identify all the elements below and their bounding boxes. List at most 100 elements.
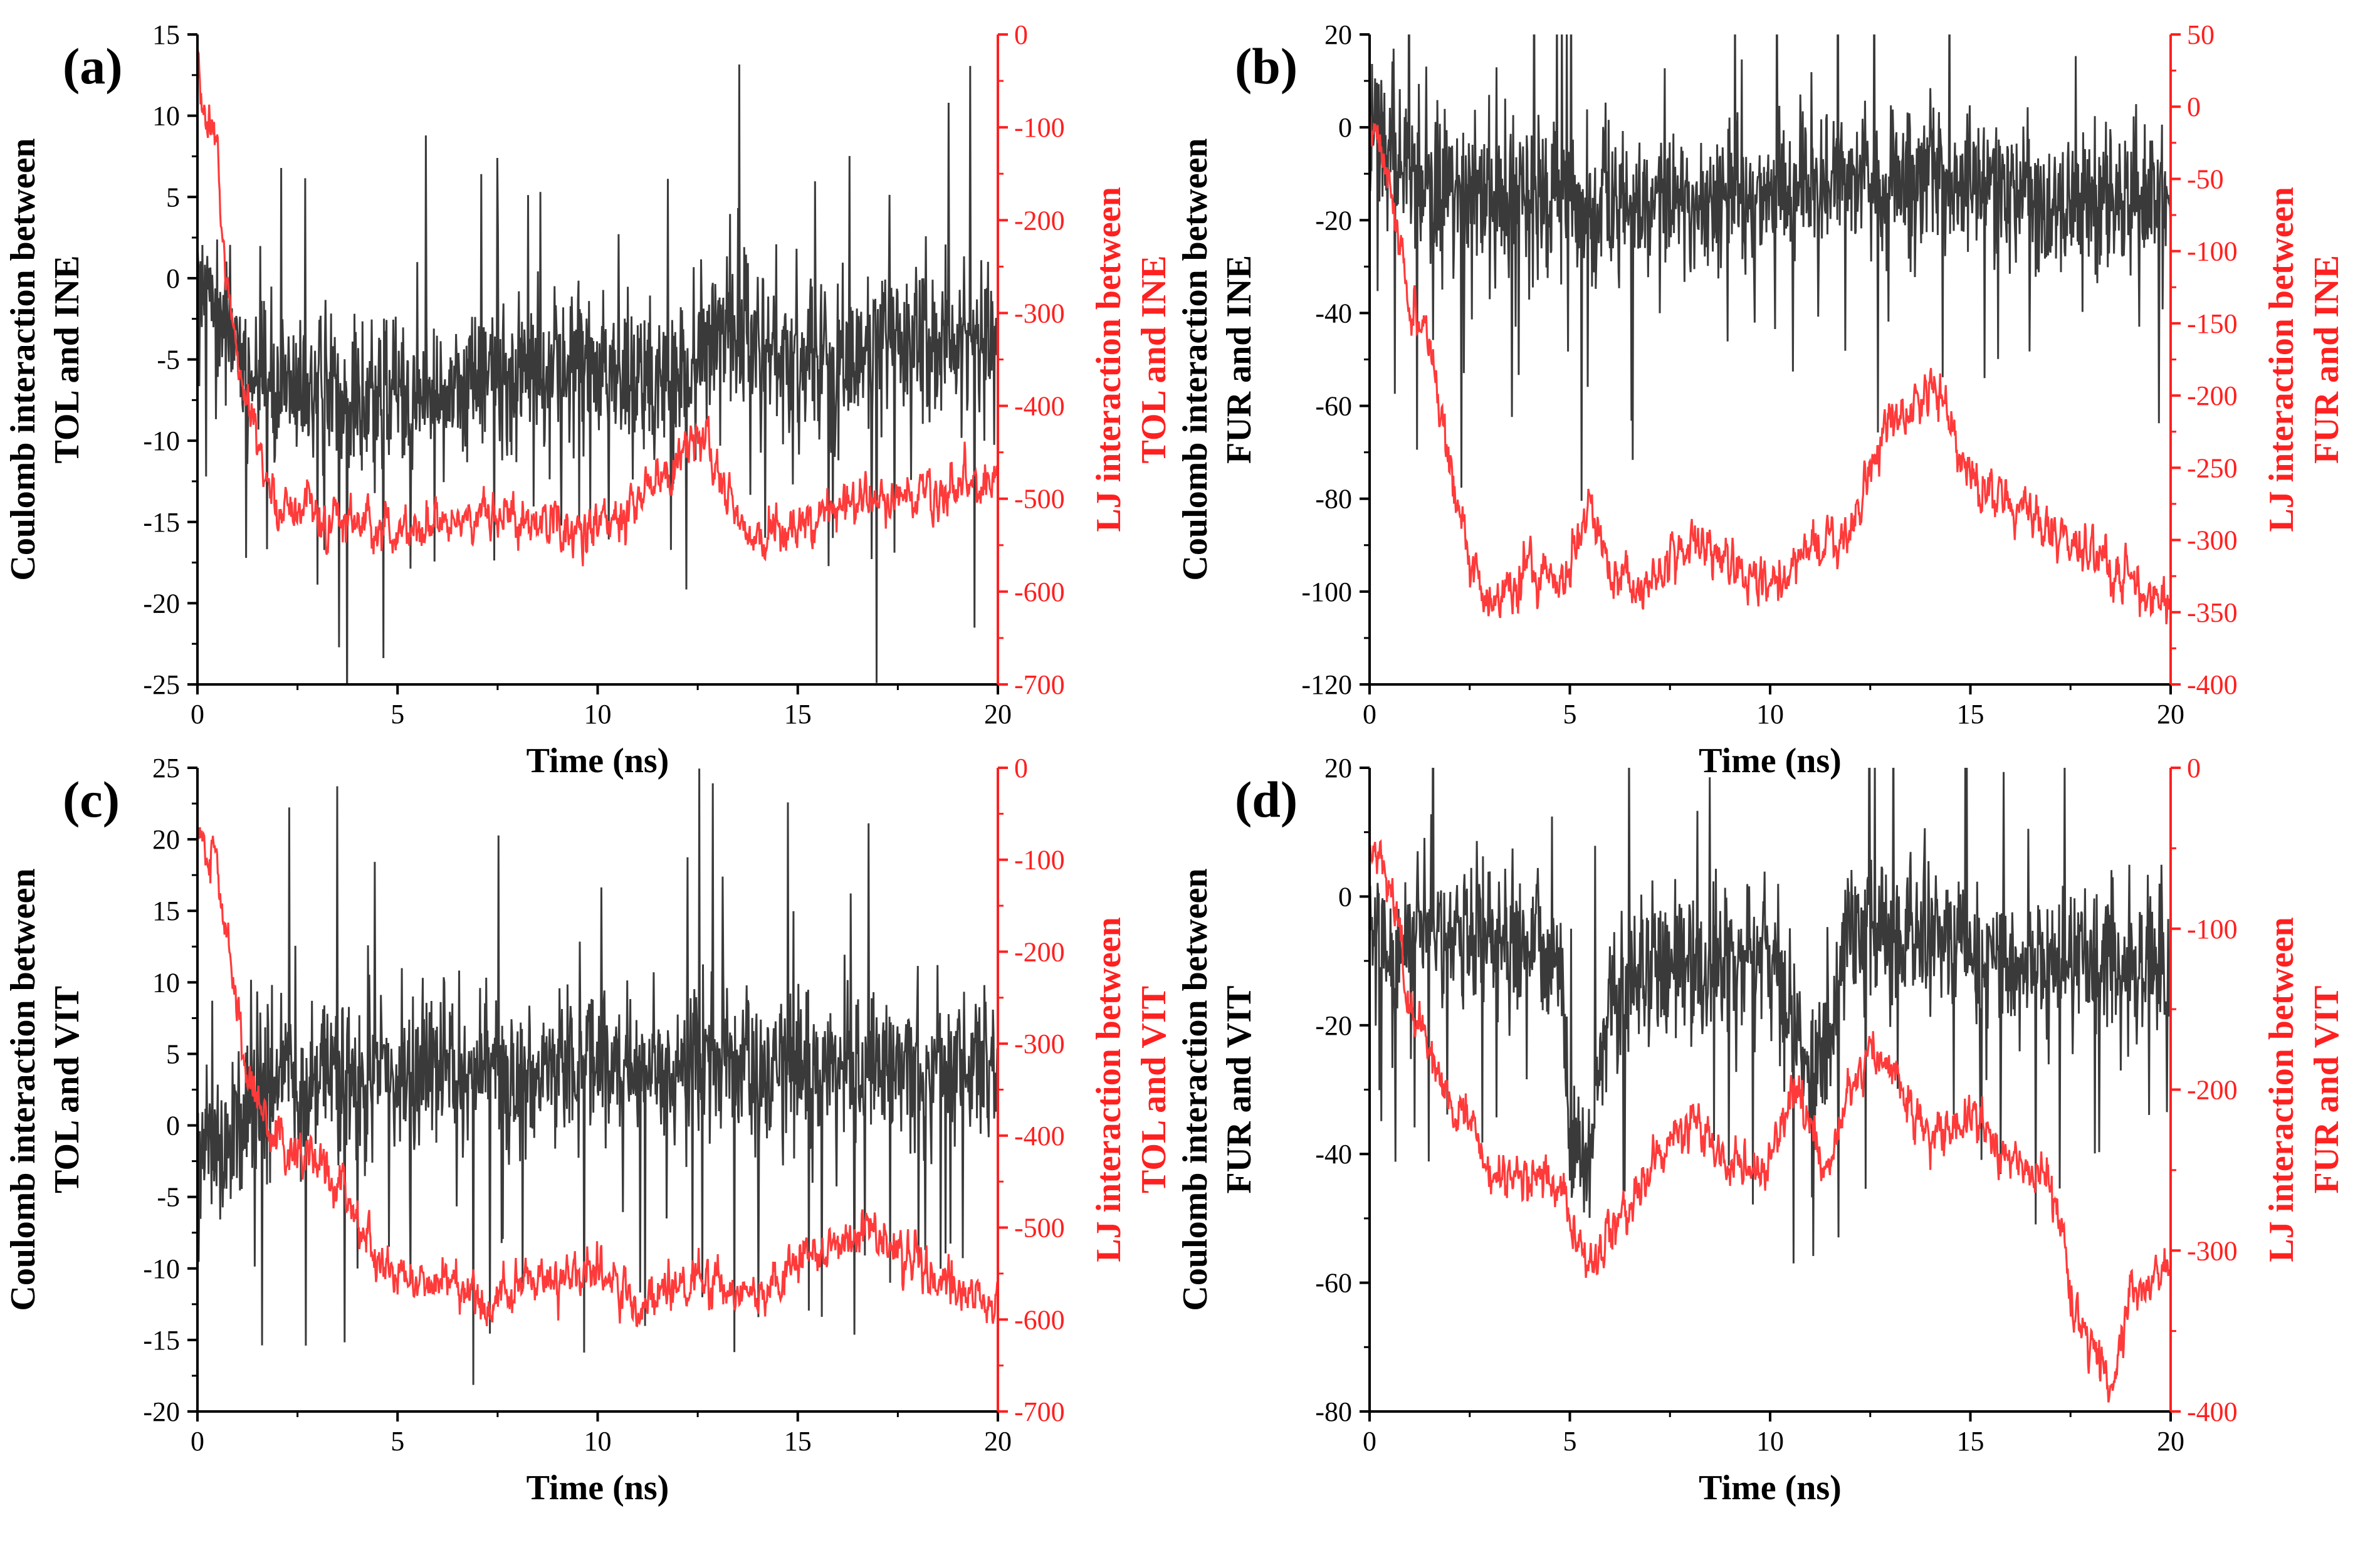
y2-tick-label: -300: [1014, 1029, 1065, 1059]
y-tick-label: 20: [1324, 753, 1352, 783]
x-axis-title: Time (ns): [527, 741, 669, 780]
lj-series-line: [197, 822, 998, 1327]
x-tick-label: 10: [584, 1426, 612, 1457]
y-tick-label: -20: [1315, 1010, 1352, 1041]
y-tick-label: 10: [152, 967, 180, 998]
y-tick-label: 20: [152, 824, 180, 855]
y2-tick-label: -700: [1014, 1396, 1065, 1427]
y-axis-title-line-2: TOL and VIT: [48, 986, 86, 1193]
lj-series-line: [197, 48, 998, 567]
y-tick-label: 15: [152, 19, 180, 50]
y2-axis-title: LJ interaction between TOL and INE: [1089, 187, 1173, 532]
y-axis-title: Coulomb interaction between FUR and VIT: [1176, 868, 1259, 1311]
y2-axis-title-line-1: LJ interaction between: [1089, 917, 1128, 1262]
x-axis-title: Time (ns): [527, 1469, 669, 1507]
y2-axis-title: LJ interaction between FUR and VIT: [2262, 917, 2346, 1262]
y-tick-label: -60: [1315, 1268, 1352, 1299]
y-axis-title-line-2: FUR and VIT: [1220, 986, 1259, 1194]
y-tick-label: 10: [152, 101, 180, 132]
y-tick-label: -100: [1301, 577, 1352, 607]
x-tick-label: 20: [2157, 1426, 2184, 1457]
x-axis-title: Time (ns): [1699, 1469, 1842, 1507]
coulomb-series-line: [197, 768, 998, 1385]
y2-tick-label: -300: [1014, 298, 1065, 328]
y2-tick-label: 0: [2187, 753, 2201, 783]
x-tick-label: 5: [1563, 1426, 1577, 1457]
y-tick-label: -20: [143, 588, 180, 619]
y2-tick-label: -100: [1014, 112, 1065, 143]
y2-tick-label: -600: [1014, 1304, 1065, 1335]
x-tick-label: 10: [1756, 699, 1784, 730]
x-tick-label: 15: [1957, 699, 1984, 730]
y-tick-label: 20: [1324, 19, 1352, 50]
y-axis-title: Coulomb interaction between TOL and INE: [4, 138, 86, 580]
y2-axis-title-line-2: FUR and VIT: [2307, 986, 2346, 1194]
y-tick-label: -15: [143, 507, 180, 538]
y2-tick-label: -400: [2187, 1396, 2238, 1427]
y2-tick-label: -400: [2187, 669, 2238, 700]
panel-label: (c): [63, 771, 120, 828]
y-axis-title-line-1: Coulomb interaction between: [4, 138, 43, 580]
chart-panel-b: 0 5 10 15 20-120-100-80-60-40-20020-400-350-…: [1176, 19, 2346, 780]
y-tick-label: -5: [157, 345, 180, 375]
y2-tick-label: -100: [1014, 845, 1065, 876]
lj-series-line: [1370, 112, 2171, 625]
x-tick-label: 20: [984, 1426, 1012, 1457]
panel-label: (b): [1235, 38, 1297, 95]
y2-tick-label: 0: [2187, 92, 2201, 122]
y-axis-title: Coulomb interaction between TOL and VIT: [4, 868, 86, 1311]
y-tick-label: 5: [166, 182, 180, 212]
y-tick-label: -60: [1315, 391, 1352, 422]
y-tick-label: -20: [1315, 205, 1352, 236]
y-tick-label: -5: [157, 1182, 180, 1213]
y-axis-title-line-1: Coulomb interaction between: [1176, 868, 1215, 1311]
y2-tick-label: -250: [2187, 453, 2238, 483]
y2-tick-label: 50: [2187, 19, 2215, 50]
chart-panel-d: 0 5 10 15 20-80-60-40-20020-400-300-200-1000…: [1176, 753, 2346, 1507]
x-tick-label: 0: [191, 699, 204, 730]
y2-axis-title-line-2: TOL and VIT: [1135, 986, 1173, 1193]
y-tick-label: -40: [1315, 298, 1352, 328]
y-tick-label: 15: [152, 896, 180, 926]
y-tick-label: 0: [166, 1111, 180, 1141]
x-tick-label: 20: [2157, 699, 2184, 730]
y-axis-title-line-2: FUR and INE: [1220, 255, 1259, 464]
y2-axis-title-line-1: LJ interaction between: [2262, 187, 2301, 532]
y2-tick-label: -50: [2187, 164, 2224, 194]
chart-panel-a: 0 5 10 15 20 -25 -20 -15 -10 -5 0 5 10 15 -700 -600 -500…: [4, 19, 1173, 780]
x-tick-label: 10: [584, 699, 612, 730]
y-tick-label: 25: [152, 753, 180, 783]
y2-tick-label: -150: [2187, 308, 2238, 339]
x-tick-label: 15: [784, 699, 812, 730]
y2-tick-label: -500: [1014, 484, 1065, 515]
y2-tick-label: -200: [1014, 205, 1065, 236]
x-tick-label: 15: [784, 1426, 812, 1457]
y2-tick-label: -300: [2187, 1235, 2238, 1266]
panel-label: (a): [63, 38, 123, 95]
coulomb-series-line: [1370, 768, 2171, 1264]
y2-tick-label: -200: [2187, 1075, 2238, 1106]
y-tick-label: -10: [143, 1254, 180, 1284]
y2-tick-label: -500: [1014, 1213, 1065, 1244]
y2-axis-title-line-1: LJ interaction between: [1089, 187, 1128, 532]
y2-tick-label: -400: [1014, 391, 1065, 422]
lj-series-line: [1370, 839, 2171, 1403]
y-tick-label: -25: [143, 669, 180, 700]
y2-tick-label: -300: [2187, 525, 2238, 556]
y-tick-label: -80: [1315, 484, 1352, 515]
x-tick-label: 10: [1756, 1426, 1784, 1457]
y-tick-label: 0: [1338, 881, 1352, 912]
y2-tick-label: -350: [2187, 597, 2238, 628]
y-tick-label: -10: [143, 426, 180, 456]
y-axis-title-line-1: Coulomb interaction between: [1176, 138, 1215, 580]
x-tick-label: 5: [391, 699, 404, 730]
y-tick-label: -15: [143, 1325, 180, 1356]
x-tick-label: 0: [1363, 1426, 1376, 1457]
coulomb-series-line: [1370, 34, 2171, 501]
y2-tick-label: -700: [1014, 669, 1065, 700]
x-tick-label: 5: [391, 1426, 404, 1457]
y-axis-title-line-2: TOL and INE: [48, 255, 86, 463]
y-axis-title-line-1: Coulomb interaction between: [4, 868, 43, 1311]
panel-label: (d): [1235, 771, 1297, 828]
y2-axis-title: LJ interaction between FUR and INE: [2262, 187, 2346, 532]
